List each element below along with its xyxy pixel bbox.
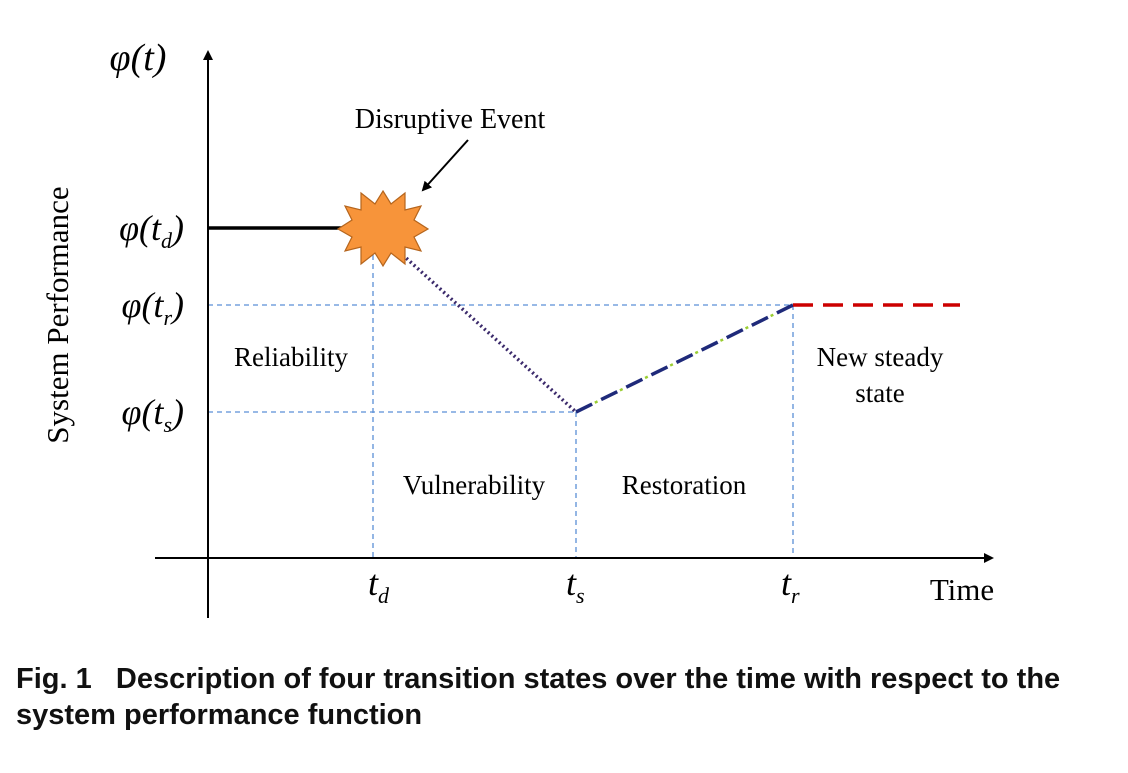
region-label-new-steady-state-line1: New steady xyxy=(817,342,944,372)
y-axis-label: System Performance xyxy=(40,186,75,443)
x-tick-tr: tr xyxy=(781,563,800,608)
caption-text: Description of four transition states ov… xyxy=(16,663,1061,731)
x-tick-ts: ts xyxy=(566,563,585,608)
caption-gap xyxy=(92,663,116,695)
guide-lines xyxy=(208,228,794,558)
figure-caption: Fig. 1 Description of four transition st… xyxy=(16,661,1116,733)
event-label: Disruptive Event xyxy=(355,104,546,135)
y-tick-phi-td: φ(td) xyxy=(119,208,184,253)
axes xyxy=(155,50,994,618)
region-label-vulnerability: Vulnerability xyxy=(403,470,546,500)
caption-label: Fig. 1 xyxy=(16,663,92,695)
restoration-segment xyxy=(575,303,794,414)
x-axis-label: Time xyxy=(930,572,994,607)
y-tick-phi-tr: φ(tr) xyxy=(122,285,184,330)
y-tick-phi-ts: φ(ts) xyxy=(122,392,184,437)
x-tick-td: td xyxy=(368,563,390,608)
vulnerability-segment xyxy=(371,226,578,414)
region-label-restoration: Restoration xyxy=(622,470,747,500)
y-axis-symbol: φ(t) xyxy=(110,37,167,79)
resilience-diagram: Disruptive Event System Performance φ(t)… xyxy=(40,37,994,618)
event-pointer-arrow xyxy=(421,139,469,192)
region-label-new-steady-state-line2: state xyxy=(855,378,904,408)
disruptive-event-burst-icon xyxy=(336,189,430,268)
region-label-reliability: Reliability xyxy=(234,342,348,372)
